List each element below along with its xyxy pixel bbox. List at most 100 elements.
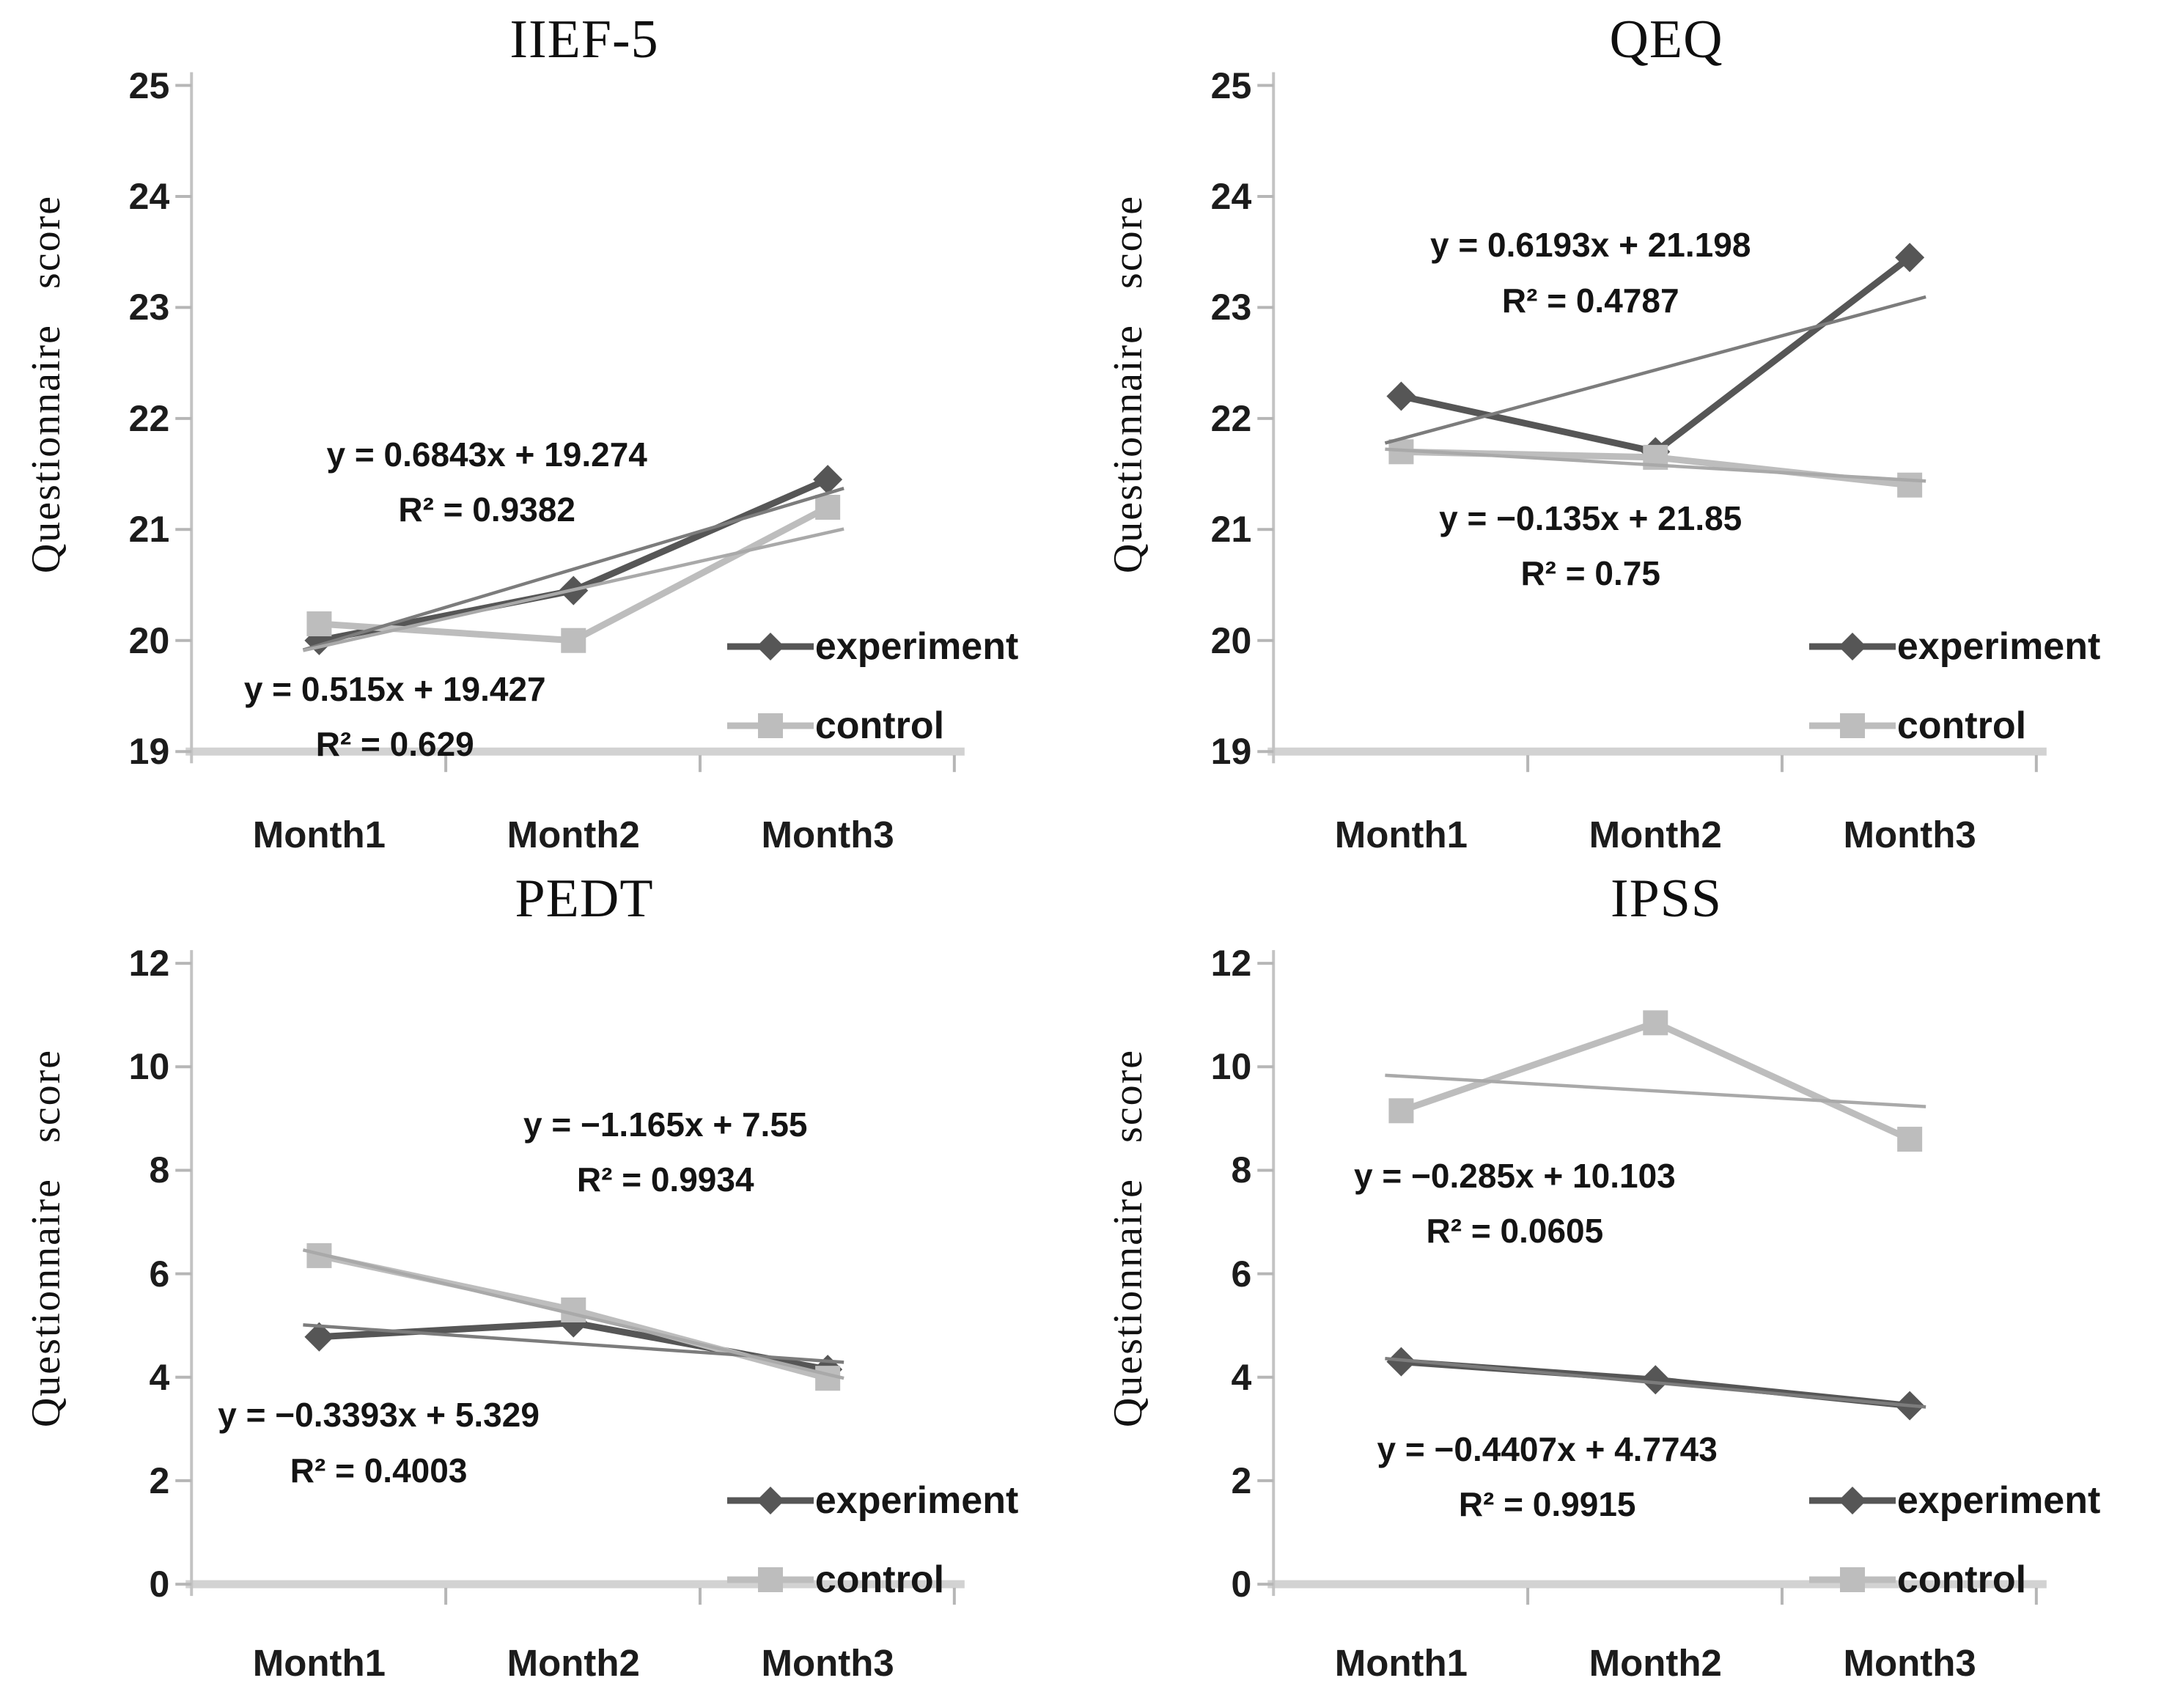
control-marker bbox=[561, 627, 586, 653]
legend-label: control bbox=[814, 704, 945, 748]
legend-label: control bbox=[1896, 1558, 2027, 1602]
legend-item-experiment: experiment bbox=[1808, 1479, 2101, 1523]
chart-title: IPSS bbox=[1610, 868, 1723, 929]
chart-title: PEDT bbox=[515, 868, 654, 929]
y-tick-label: 23 bbox=[1210, 287, 1252, 328]
y-tick-label: 23 bbox=[128, 287, 170, 328]
control-series bbox=[306, 1243, 841, 1391]
control-marker bbox=[1643, 1010, 1668, 1036]
x-tick-label: Month1 bbox=[252, 1642, 386, 1685]
panel-qeq: QEQ Questionnaire score 19 20 21 22 23 24 25 Mo… bbox=[1082, 0, 2164, 854]
y-tick-label: 12 bbox=[128, 943, 170, 984]
experiment-marker bbox=[304, 1322, 334, 1352]
x-tick-label: Month3 bbox=[761, 814, 894, 854]
experiment-marker bbox=[813, 465, 843, 495]
trendline-equation-control: y = −0.135x + 21.85 R² = 0.75 bbox=[1439, 491, 1742, 602]
equation-line: y = 0.515x + 19.427 bbox=[243, 669, 546, 708]
control-marker bbox=[815, 495, 841, 520]
legend-label: experiment bbox=[814, 1479, 1019, 1522]
control-trendline bbox=[302, 527, 844, 652]
y-tick-label: 0 bbox=[1231, 1564, 1252, 1605]
trendline-equation-experiment: y = 0.6193x + 21.198 R² = 0.4787 bbox=[1430, 218, 1751, 328]
legend-item-experiment: experiment bbox=[726, 1479, 1019, 1523]
control-marker bbox=[815, 1366, 841, 1391]
y-tick-label: 22 bbox=[1210, 397, 1252, 439]
trendline-equation-control: y = 0.515x + 19.427 R² = 0.629 bbox=[244, 662, 546, 773]
control-trendline bbox=[302, 1248, 844, 1380]
control-trendline bbox=[1385, 447, 1926, 483]
panel-pedt: PEDT Questionnaire score 0 2 4 6 8 10 12 Month1… bbox=[0, 854, 1082, 1708]
equation-line: R² = 0.4787 bbox=[1501, 281, 1679, 320]
equation-line: y = −0.285x + 10.103 bbox=[1354, 1156, 1676, 1195]
x-tick-label: Month1 bbox=[1334, 1642, 1468, 1685]
x-tick-label: Month3 bbox=[1843, 814, 1976, 854]
y-tick-label: 10 bbox=[128, 1046, 170, 1088]
equation-line: y = −0.3393x + 5.329 bbox=[218, 1396, 540, 1435]
equation-line: y = 0.6193x + 21.198 bbox=[1430, 226, 1751, 265]
legend-label: control bbox=[814, 1558, 945, 1602]
trendline-equation-experiment: y = −0.3393x + 5.329 R² = 0.4003 bbox=[218, 1388, 540, 1498]
x-tick-label: Month2 bbox=[507, 1642, 640, 1685]
experiment-marker bbox=[1895, 243, 1925, 273]
x-tick-label: Month1 bbox=[252, 814, 386, 854]
equation-line: R² = 0.4003 bbox=[290, 1451, 468, 1490]
control-marker bbox=[1897, 472, 1923, 498]
square-icon bbox=[1808, 713, 1896, 739]
trendline-equation-experiment: y = −0.4407x + 4.7743 R² = 0.9915 bbox=[1377, 1422, 1718, 1533]
square-icon bbox=[1808, 1567, 1896, 1593]
legend-item-control: control bbox=[726, 1558, 945, 1602]
legend-item-control: control bbox=[726, 704, 945, 748]
y-tick-label: 20 bbox=[128, 619, 170, 661]
chart-title: IIEF-5 bbox=[509, 9, 659, 70]
equation-line: y = −0.4407x + 4.7743 bbox=[1377, 1429, 1718, 1468]
y-tick-label: 6 bbox=[149, 1253, 170, 1295]
equation-line: R² = 0.75 bbox=[1520, 554, 1660, 593]
control-trendline bbox=[1385, 1073, 1926, 1108]
equation-line: R² = 0.629 bbox=[315, 725, 474, 764]
control-marker bbox=[306, 611, 332, 637]
equation-line: R² = 0.0605 bbox=[1426, 1212, 1604, 1251]
y-tick-label: 4 bbox=[1231, 1356, 1252, 1398]
equation-line: R² = 0.9934 bbox=[576, 1160, 754, 1199]
y-tick-label: 8 bbox=[1231, 1149, 1252, 1191]
y-tick-label: 19 bbox=[128, 731, 170, 773]
equation-line: R² = 0.9382 bbox=[398, 490, 576, 529]
y-tick-label: 4 bbox=[149, 1356, 170, 1398]
chart-canvas bbox=[1257, 950, 2047, 1605]
legend-label: experiment bbox=[1896, 625, 2101, 668]
control-marker bbox=[561, 1297, 586, 1323]
x-tick-label: Month3 bbox=[761, 1642, 894, 1685]
chart-canvas bbox=[175, 72, 965, 773]
x-tick-label: Month1 bbox=[1334, 814, 1468, 854]
x-tick-label: Month2 bbox=[1589, 814, 1722, 854]
y-tick-label: 21 bbox=[128, 509, 170, 551]
legend-item-control: control bbox=[1808, 1558, 2027, 1602]
diamond-icon bbox=[726, 632, 814, 660]
y-tick-label: 8 bbox=[149, 1149, 170, 1191]
chart-canvas bbox=[175, 950, 965, 1605]
diamond-icon bbox=[726, 1486, 814, 1514]
trendline-equation-experiment: y = 0.6843x + 19.274 R² = 0.9382 bbox=[326, 427, 647, 538]
y-tick-label: 2 bbox=[149, 1459, 170, 1501]
y-tick-label: 20 bbox=[1210, 619, 1252, 661]
experiment-trendline bbox=[1385, 1356, 1926, 1409]
chart-title: QEQ bbox=[1609, 9, 1723, 70]
control-marker bbox=[1897, 1127, 1923, 1152]
legend-item-experiment: experiment bbox=[1808, 625, 2101, 669]
equation-line: R² = 0.9915 bbox=[1458, 1485, 1636, 1524]
chart-canvas bbox=[1257, 72, 2047, 773]
panel-iief5: IIEF-5 Questionnaire score 19 20 21 22 23 24 2… bbox=[0, 0, 1082, 854]
legend-label: experiment bbox=[1896, 1479, 2101, 1522]
equation-line: y = −1.165x + 7.55 bbox=[523, 1105, 808, 1144]
trendline-equation-control: y = −0.285x + 10.103 R² = 0.0605 bbox=[1354, 1149, 1676, 1259]
experiment-marker bbox=[1641, 1365, 1671, 1395]
experiment-marker bbox=[1386, 381, 1416, 411]
y-tick-label: 21 bbox=[1210, 509, 1252, 551]
x-tick-label: Month2 bbox=[507, 814, 640, 854]
square-icon bbox=[726, 713, 814, 739]
y-tick-label: 2 bbox=[1231, 1459, 1252, 1501]
panel-ipss: IPSS Questionnaire score 0 2 4 6 8 10 12 Month1… bbox=[1082, 854, 2164, 1708]
x-tick-label: Month2 bbox=[1589, 1642, 1722, 1685]
legend-item-control: control bbox=[1808, 704, 2026, 748]
